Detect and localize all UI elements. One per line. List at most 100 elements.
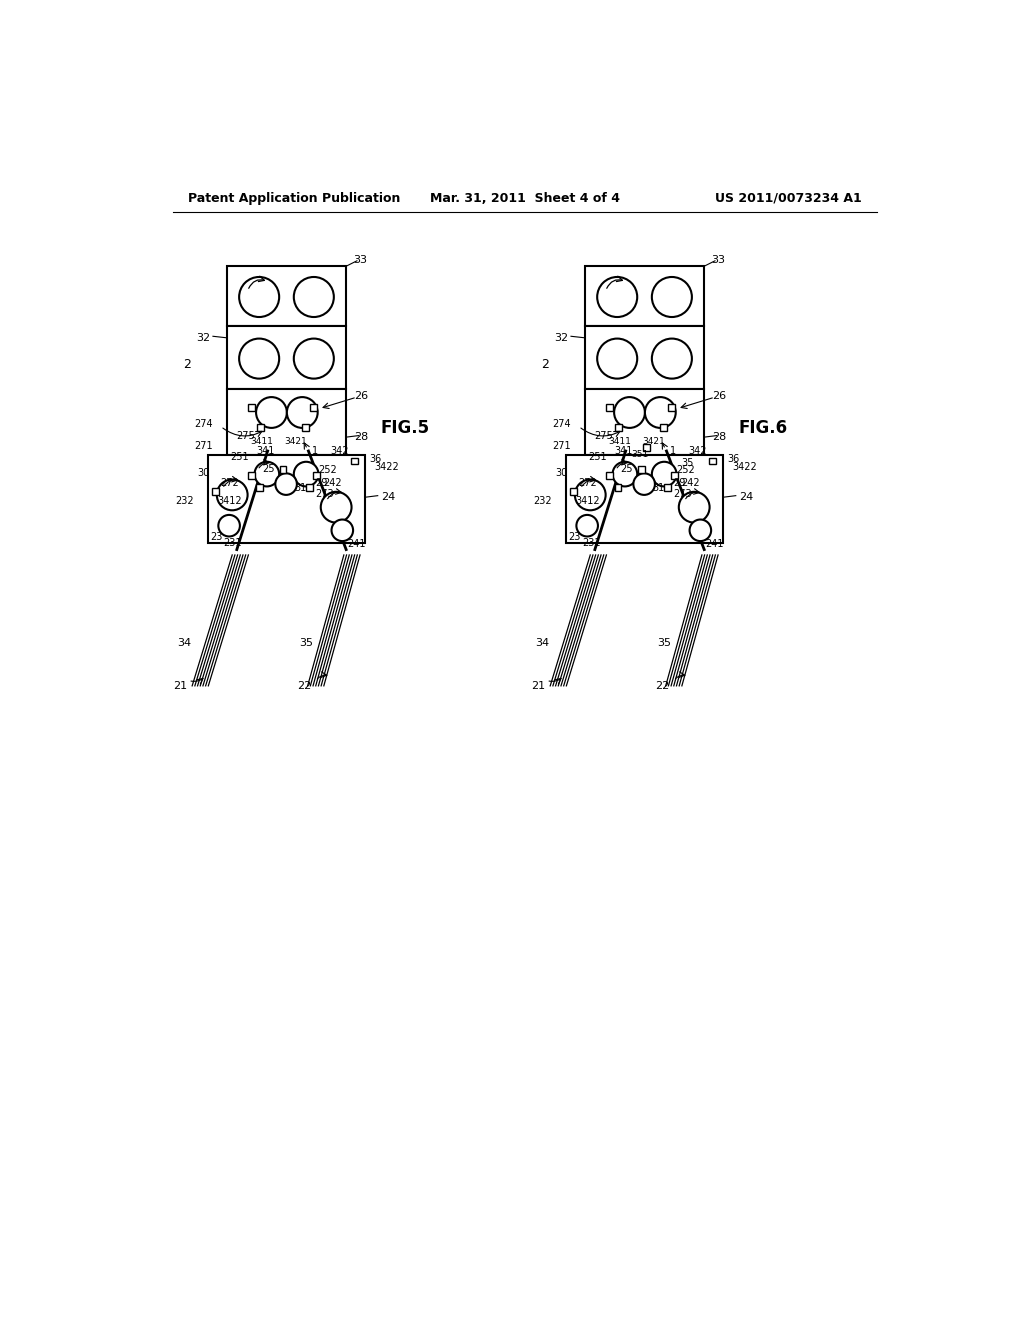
Text: 23: 23: [568, 532, 581, 543]
Bar: [256, 483, 263, 491]
Text: 35: 35: [299, 639, 313, 648]
Circle shape: [652, 462, 677, 487]
Text: 22: 22: [654, 681, 669, 690]
Bar: [585, 267, 705, 326]
Text: 25: 25: [621, 465, 633, 474]
Bar: [248, 404, 255, 412]
Text: 31: 31: [294, 483, 306, 492]
Bar: [208, 455, 366, 544]
Bar: [614, 483, 622, 491]
Circle shape: [294, 339, 334, 379]
Text: 3421: 3421: [643, 437, 666, 446]
Circle shape: [287, 397, 317, 428]
Text: 241: 241: [347, 539, 366, 549]
Text: 3411: 3411: [250, 437, 272, 446]
Text: 32: 32: [196, 333, 210, 343]
Text: 273: 273: [315, 490, 334, 499]
Text: 231: 231: [223, 537, 243, 548]
Text: 3411: 3411: [608, 437, 631, 446]
Circle shape: [597, 277, 637, 317]
Text: 28: 28: [713, 432, 727, 442]
Circle shape: [240, 339, 280, 379]
Bar: [309, 404, 316, 412]
Circle shape: [332, 520, 353, 541]
Bar: [585, 326, 705, 389]
Circle shape: [294, 277, 334, 317]
Text: 24: 24: [739, 492, 753, 502]
Text: 29: 29: [315, 478, 328, 488]
Text: 251: 251: [230, 453, 249, 462]
Text: 271: 271: [552, 441, 571, 450]
Circle shape: [612, 462, 637, 487]
Text: 1: 1: [670, 446, 676, 455]
Text: 26: 26: [354, 391, 369, 400]
Text: 273: 273: [674, 490, 692, 499]
Text: Patent Application Publication: Patent Application Publication: [188, 191, 400, 205]
Bar: [585, 389, 705, 455]
Bar: [606, 473, 613, 479]
Text: 341: 341: [614, 446, 633, 455]
Circle shape: [255, 462, 280, 487]
Text: 242: 242: [681, 478, 699, 487]
Bar: [248, 473, 255, 479]
Text: US 2011/0073234 A1: US 2011/0073234 A1: [716, 191, 862, 205]
Text: 232: 232: [175, 496, 194, 506]
Text: Mar. 31, 2011  Sheet 4 of 4: Mar. 31, 2011 Sheet 4 of 4: [430, 191, 620, 205]
Text: 272: 272: [579, 478, 597, 488]
Text: 2: 2: [541, 358, 549, 371]
Text: 342: 342: [331, 446, 349, 455]
Bar: [668, 404, 675, 412]
Circle shape: [689, 520, 711, 541]
Bar: [306, 483, 312, 491]
Text: 272: 272: [220, 478, 240, 488]
Text: 271: 271: [195, 441, 213, 450]
Text: 3412: 3412: [217, 496, 243, 506]
Bar: [212, 488, 219, 495]
Circle shape: [217, 479, 248, 511]
Text: 3412: 3412: [575, 496, 600, 506]
Circle shape: [218, 515, 240, 536]
Bar: [313, 473, 321, 479]
Circle shape: [652, 339, 692, 379]
Bar: [659, 425, 667, 432]
Text: FIG.6: FIG.6: [739, 418, 788, 437]
Text: 29: 29: [674, 478, 686, 488]
Text: 23: 23: [211, 532, 223, 543]
Text: 33: 33: [711, 255, 725, 265]
Circle shape: [597, 339, 637, 379]
Circle shape: [652, 277, 692, 317]
Bar: [664, 483, 671, 491]
Text: 241: 241: [705, 539, 724, 549]
Bar: [302, 425, 309, 432]
Text: 232: 232: [534, 496, 552, 506]
Text: 231: 231: [582, 537, 600, 548]
Text: 251: 251: [589, 453, 607, 462]
Bar: [226, 326, 346, 389]
Text: 3422: 3422: [733, 462, 758, 473]
Text: 21: 21: [173, 681, 187, 690]
Bar: [565, 455, 724, 544]
Text: 274: 274: [195, 418, 213, 429]
Text: 22: 22: [297, 681, 311, 690]
Bar: [615, 425, 623, 432]
Text: 275: 275: [237, 430, 255, 441]
Text: 31: 31: [652, 483, 665, 492]
Text: 36: 36: [370, 454, 382, 463]
Circle shape: [645, 397, 676, 428]
Text: 274: 274: [552, 418, 571, 429]
Text: 28: 28: [354, 432, 369, 442]
Bar: [569, 488, 577, 495]
Text: 252: 252: [318, 465, 337, 475]
Text: 3421: 3421: [285, 437, 307, 446]
Text: 35: 35: [681, 458, 693, 467]
Text: 26: 26: [713, 391, 727, 400]
Text: 24: 24: [381, 492, 395, 502]
Bar: [643, 444, 650, 450]
Text: 36: 36: [727, 454, 739, 463]
Circle shape: [679, 492, 710, 523]
Text: FIG.5: FIG.5: [381, 418, 430, 437]
Circle shape: [577, 515, 598, 536]
Text: 275: 275: [594, 430, 612, 441]
Circle shape: [634, 474, 655, 495]
Text: 2: 2: [183, 358, 190, 371]
